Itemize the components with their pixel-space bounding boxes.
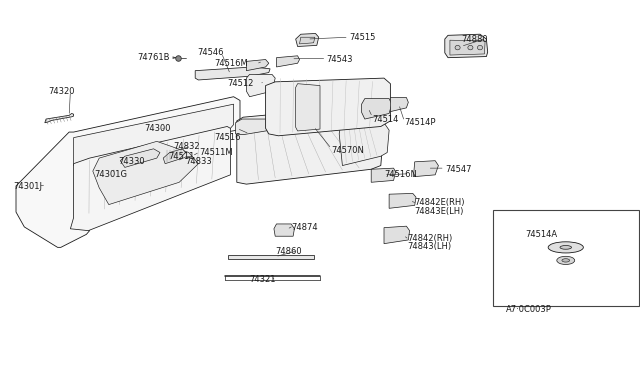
Ellipse shape	[455, 45, 460, 50]
Text: 74547: 74547	[445, 165, 471, 174]
Text: 74321: 74321	[250, 275, 276, 284]
Polygon shape	[390, 97, 408, 112]
Text: 74570N: 74570N	[332, 146, 364, 155]
Text: 74330: 74330	[118, 157, 145, 166]
Polygon shape	[70, 126, 230, 231]
Polygon shape	[450, 40, 485, 55]
Polygon shape	[236, 119, 285, 135]
Polygon shape	[371, 168, 396, 182]
Polygon shape	[16, 97, 240, 247]
Text: 74512: 74512	[227, 79, 253, 88]
Text: 74546: 74546	[197, 48, 223, 57]
Text: 74511M: 74511M	[200, 148, 234, 157]
Text: 74516: 74516	[214, 133, 241, 142]
Polygon shape	[384, 226, 410, 244]
Polygon shape	[445, 34, 488, 58]
Text: 74511: 74511	[168, 152, 195, 161]
Polygon shape	[93, 141, 198, 205]
Text: 74301J: 74301J	[13, 182, 42, 190]
Text: 74514P: 74514P	[404, 118, 436, 127]
Text: A7·0C003P: A7·0C003P	[506, 305, 552, 314]
Polygon shape	[339, 108, 389, 166]
Polygon shape	[74, 104, 234, 166]
Polygon shape	[163, 149, 186, 164]
Text: 74761B: 74761B	[138, 53, 170, 62]
Text: 74516N: 74516N	[384, 170, 417, 179]
Polygon shape	[389, 193, 416, 208]
Polygon shape	[246, 74, 275, 97]
Text: 74860: 74860	[275, 247, 302, 256]
Text: 74833: 74833	[186, 157, 212, 166]
Polygon shape	[274, 224, 294, 236]
Polygon shape	[228, 255, 314, 259]
Polygon shape	[413, 161, 438, 177]
Text: 74514: 74514	[372, 115, 399, 124]
Polygon shape	[276, 56, 300, 67]
Text: 74874: 74874	[291, 223, 318, 232]
Ellipse shape	[468, 45, 473, 50]
Text: 74300: 74300	[144, 124, 170, 133]
Text: 74832: 74832	[173, 142, 200, 151]
Polygon shape	[362, 99, 392, 119]
Text: 74320: 74320	[48, 87, 74, 96]
Text: 74843E(LH): 74843E(LH)	[415, 207, 464, 216]
Polygon shape	[296, 84, 320, 131]
Polygon shape	[266, 78, 390, 136]
Text: 74842(RH): 74842(RH)	[407, 234, 452, 243]
Text: 74301G: 74301G	[95, 170, 128, 179]
Polygon shape	[120, 149, 160, 167]
Text: 74543: 74543	[326, 55, 353, 64]
Ellipse shape	[560, 246, 572, 249]
Text: 74843(LH): 74843(LH)	[407, 242, 451, 251]
Text: 74842E(RH): 74842E(RH)	[415, 198, 465, 207]
Polygon shape	[237, 108, 384, 184]
Bar	[493, 210, 639, 306]
Ellipse shape	[557, 256, 575, 264]
Text: 74514A: 74514A	[525, 230, 557, 239]
Polygon shape	[300, 37, 315, 44]
Ellipse shape	[477, 45, 483, 50]
Text: 74516M: 74516M	[214, 59, 248, 68]
Ellipse shape	[548, 242, 584, 253]
Ellipse shape	[562, 259, 570, 262]
Text: 74880: 74880	[461, 35, 488, 44]
Polygon shape	[296, 33, 319, 46]
Polygon shape	[195, 67, 270, 80]
Text: 74515: 74515	[349, 33, 375, 42]
Polygon shape	[45, 113, 74, 123]
Polygon shape	[246, 60, 269, 71]
